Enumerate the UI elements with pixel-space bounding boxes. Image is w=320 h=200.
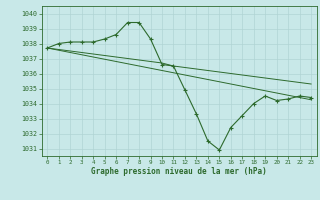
X-axis label: Graphe pression niveau de la mer (hPa): Graphe pression niveau de la mer (hPa) [91,167,267,176]
